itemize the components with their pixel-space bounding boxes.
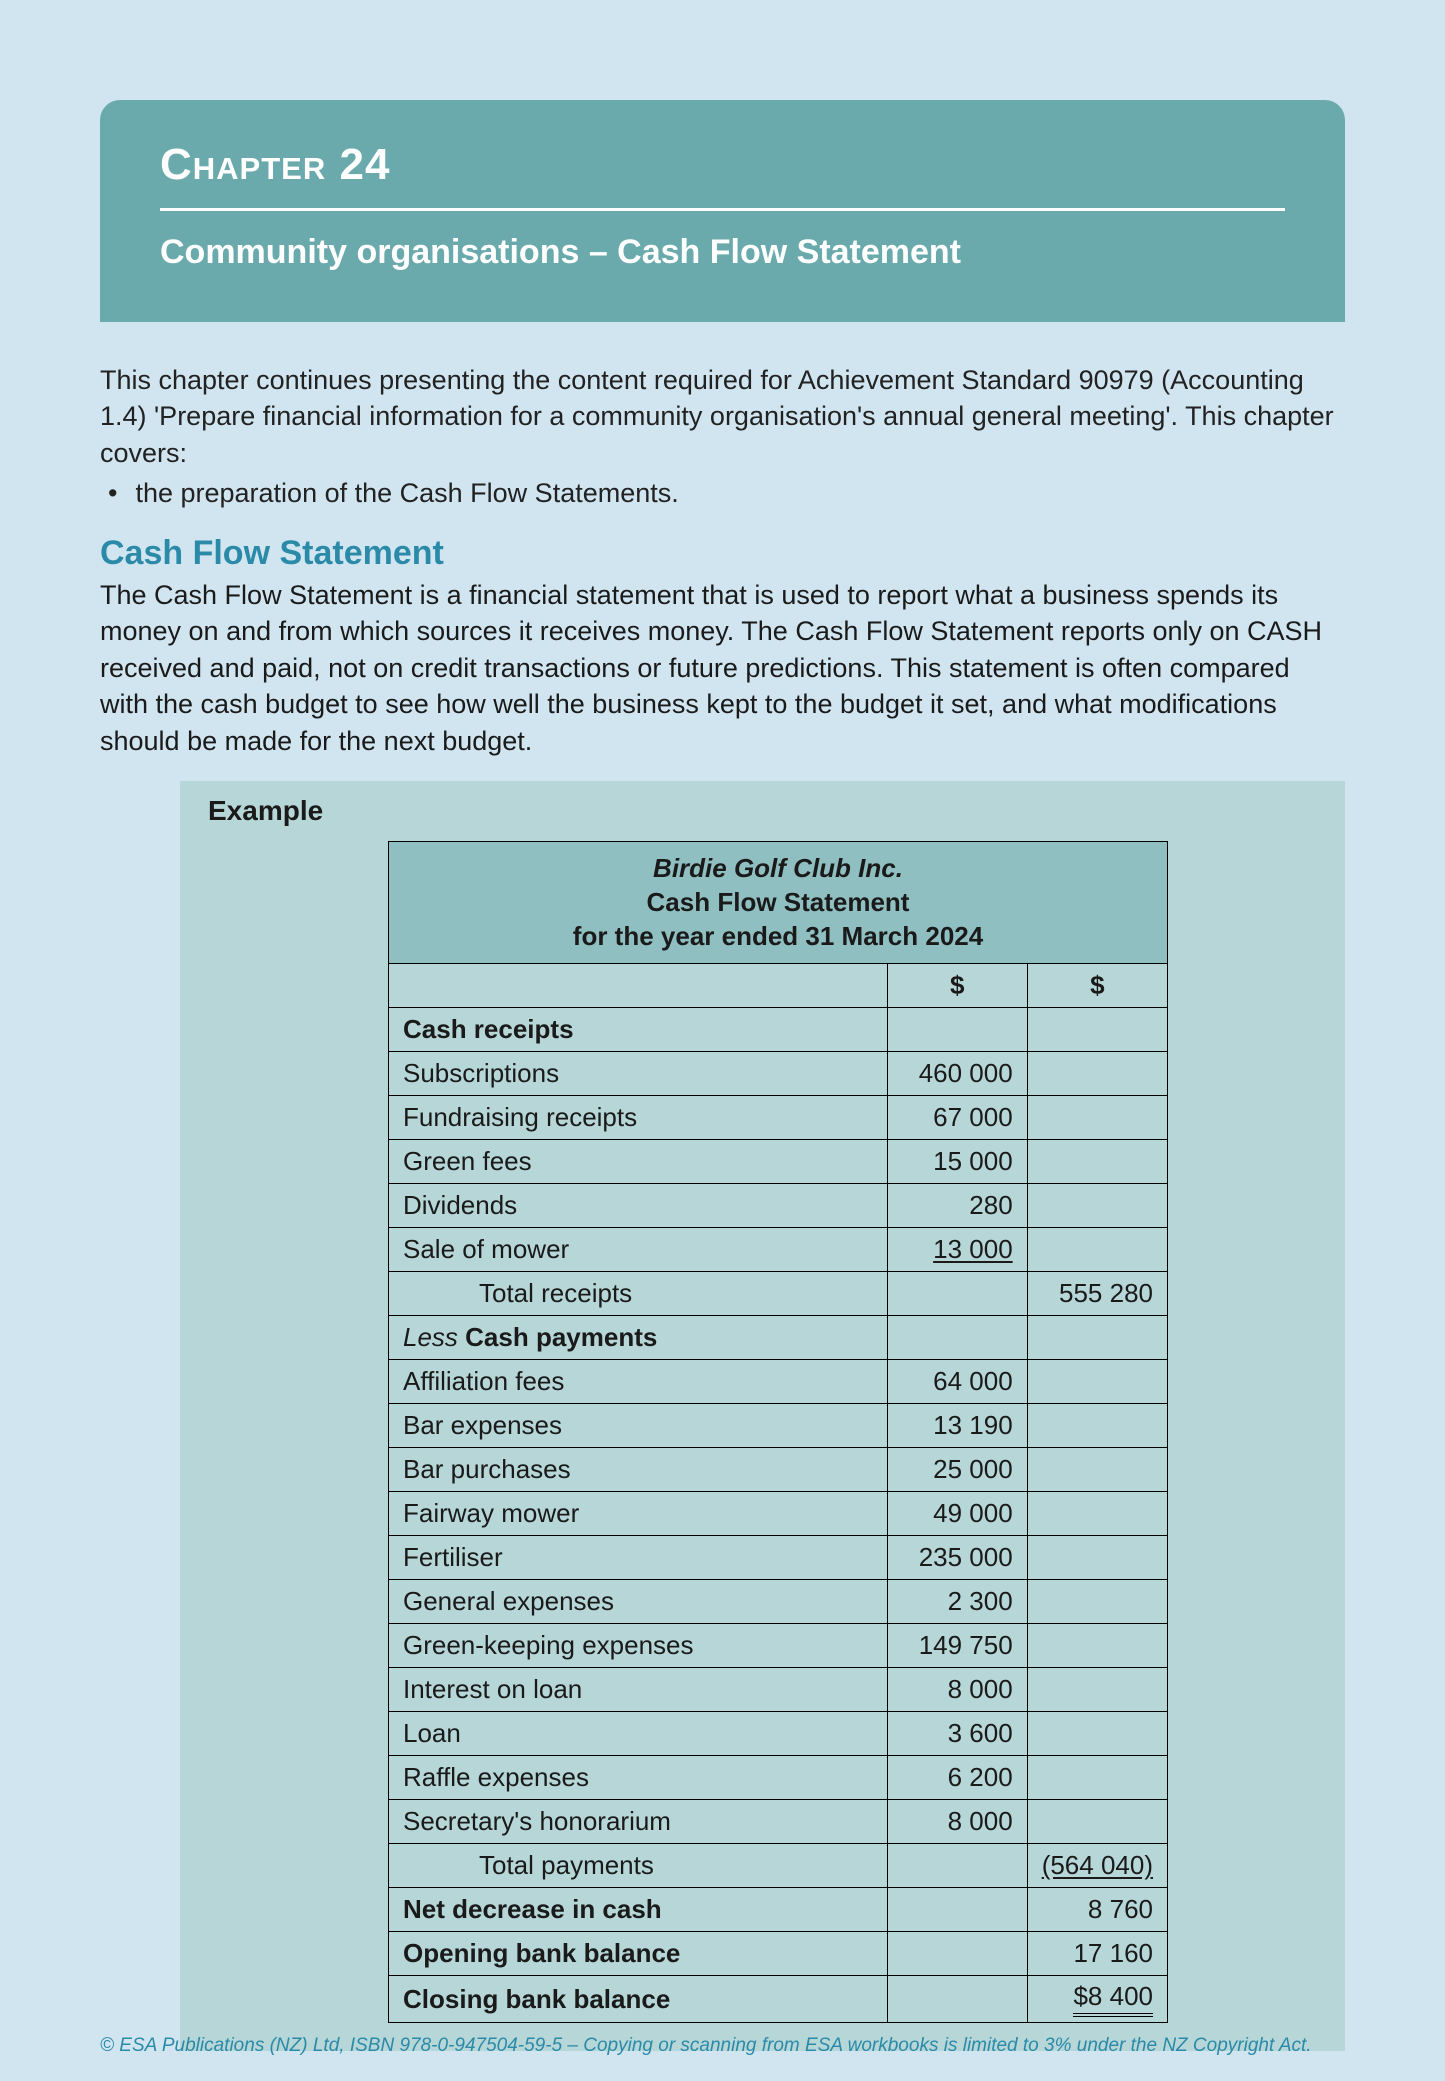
line-item-amount: 3 600 [887,1712,1027,1756]
intro-paragraph: This chapter continues presenting the co… [100,362,1345,471]
line-item-amount: 8 000 [887,1800,1027,1844]
chapter-number-value: 24 [339,140,390,189]
table-title-cell: Birdie Golf Club Inc. Cash Flow Statemen… [389,841,1168,963]
line-item-label: General expenses [389,1580,888,1624]
closing-label: Closing bank balance [389,1976,888,2023]
line-item-amount: 67 000 [887,1096,1027,1140]
line-item-label: Subscriptions [389,1052,888,1096]
line-item-amount: 49 000 [887,1492,1027,1536]
chapter-divider [160,208,1285,211]
line-item-amount: 2 300 [887,1580,1027,1624]
line-item-label: Secretary's honorarium [389,1800,888,1844]
line-item-label: Raffle expenses [389,1756,888,1800]
net-label: Net decrease in cash [389,1888,888,1932]
cash-flow-table: Birdie Golf Club Inc. Cash Flow Statemen… [388,841,1168,2023]
line-item-amount: 13 000 [887,1228,1027,1272]
line-item-label: Fundraising receipts [389,1096,888,1140]
section-heading: Cash Flow Statement [100,534,1345,573]
line-item-label: Bar purchases [389,1448,888,1492]
line-item-label: Fertiliser [389,1536,888,1580]
line-item-amount: 25 000 [887,1448,1027,1492]
opening-label: Opening bank balance [389,1932,888,1976]
net-value: 8 760 [1027,1888,1167,1932]
closing-value: $8 400 [1027,1976,1167,2023]
total-receipts-label: Total receipts [389,1272,888,1316]
line-item-amount: 64 000 [887,1360,1027,1404]
line-item-label: Green-keeping expenses [389,1624,888,1668]
chapter-title: Community organisations – Cash Flow Stat… [160,233,1285,272]
line-item-amount: 8 000 [887,1668,1027,1712]
statement-period: for the year ended 31 March 2024 [573,921,983,951]
line-item-label: Loan [389,1712,888,1756]
line-item-label: Bar expenses [389,1404,888,1448]
line-item-amount: 280 [887,1184,1027,1228]
currency-header-2: $ [1027,964,1167,1008]
line-item-label: Affiliation fees [389,1360,888,1404]
line-item-label: Fairway mower [389,1492,888,1536]
example-label: Example [208,795,1317,827]
line-item-amount: 235 000 [887,1536,1027,1580]
total-payments: (564 040) [1027,1844,1167,1888]
chapter-header: Chapter 24 Community organisations – Cas… [100,100,1345,322]
line-item-amount: 149 750 [887,1624,1027,1668]
receipts-header: Cash receipts [389,1008,888,1052]
chapter-label: Chapter [160,140,326,189]
currency-header-1: $ [887,964,1027,1008]
intro-bullet: the preparation of the Cash Flow Stateme… [100,475,1345,511]
line-item-label: Green fees [389,1140,888,1184]
line-item-amount: 15 000 [887,1140,1027,1184]
org-name: Birdie Golf Club Inc. [653,853,903,883]
total-payments-label: Total payments [389,1844,888,1888]
line-item-label: Interest on loan [389,1668,888,1712]
chapter-number: Chapter 24 [160,140,1285,190]
example-box: Example Birdie Golf Club Inc. Cash Flow … [180,781,1345,2051]
line-item-amount: 13 190 [887,1404,1027,1448]
line-item-label: Dividends [389,1184,888,1228]
section-body: The Cash Flow Statement is a financial s… [100,577,1345,759]
total-receipts: 555 280 [1027,1272,1167,1316]
copyright-footer: © ESA Publications (NZ) Ltd, ISBN 978-0-… [100,2035,1345,2057]
opening-value: 17 160 [1027,1932,1167,1976]
statement-name: Cash Flow Statement [647,887,910,917]
line-item-label: Sale of mower [389,1228,888,1272]
line-item-amount: 6 200 [887,1756,1027,1800]
intro-block: This chapter continues presenting the co… [100,362,1345,512]
blank-header [389,964,888,1008]
payments-header: Less Cash payments [389,1316,888,1360]
line-item-amount: 460 000 [887,1052,1027,1096]
